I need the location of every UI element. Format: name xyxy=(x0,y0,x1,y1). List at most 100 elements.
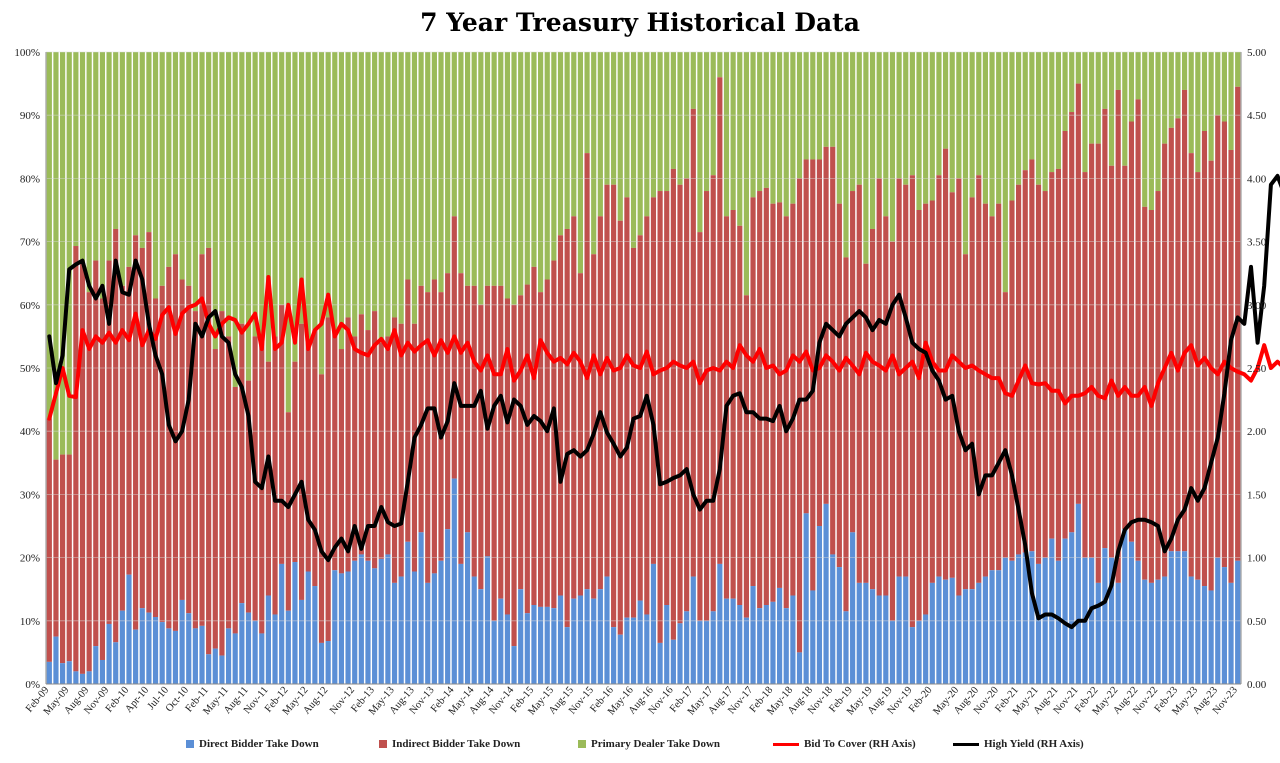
bar-indirect-bidder xyxy=(611,184,617,628)
bar-direct-bidder xyxy=(445,529,451,684)
bar-direct-bidder xyxy=(259,633,265,684)
bar-indirect-bidder xyxy=(1082,172,1088,558)
bar-indirect-bidder xyxy=(597,216,603,590)
bar-indirect-bidder xyxy=(73,246,79,672)
bar-indirect-bidder xyxy=(677,184,683,624)
bar-primary-dealer xyxy=(365,52,371,331)
bar-primary-dealer xyxy=(1016,52,1022,185)
bar-direct-bidder xyxy=(352,560,358,684)
bar-indirect-bidder xyxy=(777,202,783,588)
bar-indirect-bidder xyxy=(186,285,192,614)
bar-direct-bidder xyxy=(564,627,570,684)
bar-primary-dealer xyxy=(750,52,756,198)
bar-indirect-bidder xyxy=(697,232,703,621)
bar-indirect-bidder xyxy=(956,178,962,596)
bar-indirect-bidder xyxy=(850,191,856,533)
bar-direct-bidder xyxy=(750,586,756,684)
bar-direct-bidder xyxy=(538,606,544,684)
bar-primary-dealer xyxy=(803,52,809,160)
gridlines xyxy=(45,51,1242,685)
bar-primary-dealer xyxy=(823,52,829,147)
bar-direct-bidder xyxy=(1009,560,1015,684)
bar-direct-bidder xyxy=(518,589,524,684)
bar-primary-dealer xyxy=(113,52,119,229)
bar-indirect-bidder xyxy=(239,323,245,604)
bar-primary-dealer xyxy=(1009,52,1015,201)
bar-indirect-bidder xyxy=(312,330,318,587)
bar-primary-dealer xyxy=(783,52,789,217)
bar-primary-dealer xyxy=(531,52,537,267)
bar-direct-bidder xyxy=(1075,503,1081,684)
bar-indirect-bidder xyxy=(438,292,444,561)
bar-primary-dealer xyxy=(591,52,597,255)
bar-direct-bidder xyxy=(664,605,670,684)
bar-indirect-bidder xyxy=(836,203,842,568)
bar-indirect-bidder xyxy=(996,203,1002,571)
right-axis-tick-label: 3.00 xyxy=(1247,300,1267,312)
bar-indirect-bidder xyxy=(577,273,584,596)
bar-direct-bidder xyxy=(186,613,192,684)
bar-primary-dealer xyxy=(1188,52,1194,154)
legend-label-high-yield: High Yield (RH Axis) xyxy=(984,738,1084,750)
bar-primary-dealer xyxy=(757,52,763,192)
bar-direct-bidder xyxy=(816,526,823,684)
bar-direct-bidder xyxy=(1175,551,1181,684)
bar-indirect-bidder xyxy=(265,361,271,596)
bar-primary-dealer xyxy=(538,52,544,293)
bar-direct-bidder xyxy=(969,589,975,684)
bar-indirect-bidder xyxy=(989,216,995,571)
bar-primary-dealer xyxy=(312,52,318,331)
bar-primary-dealer xyxy=(272,52,278,337)
bar-indirect-bidder xyxy=(113,228,119,643)
bar-direct-bidder xyxy=(133,629,139,684)
bar-direct-bidder xyxy=(856,582,862,684)
bar-indirect-bidder xyxy=(511,304,517,647)
bar-primary-dealer xyxy=(106,52,112,261)
bar-indirect-bidder xyxy=(358,314,364,555)
bar-direct-bidder xyxy=(365,560,371,684)
bar-direct-bidder xyxy=(597,589,603,684)
bar-indirect-bidder xyxy=(219,311,225,656)
legend-item-high-yield: High Yield (RH Axis) xyxy=(953,738,1084,750)
bar-primary-dealer xyxy=(1089,52,1095,144)
bar-indirect-bidder xyxy=(1135,99,1141,561)
bar-primary-dealer xyxy=(942,52,949,149)
bar-direct-bidder xyxy=(571,598,577,684)
bar-primary-dealer xyxy=(597,52,603,217)
bar-direct-bidder xyxy=(398,576,404,684)
bar-primary-dealer xyxy=(73,52,79,247)
bar-indirect-bidder xyxy=(86,292,92,672)
bar-primary-dealer xyxy=(219,52,225,312)
bar-primary-dealer xyxy=(471,52,477,286)
bar-primary-dealer xyxy=(1075,52,1081,84)
bar-indirect-bidder xyxy=(192,311,198,629)
bar-indirect-bidder xyxy=(504,298,510,615)
bar-primary-dealer xyxy=(172,52,179,255)
bar-primary-dealer xyxy=(431,52,437,280)
bar-indirect-bidder xyxy=(279,304,285,564)
bar-primary-dealer xyxy=(66,52,72,455)
bar-direct-bidder xyxy=(1122,529,1128,684)
bar-direct-bidder xyxy=(783,608,789,684)
bar-primary-dealer xyxy=(458,52,464,274)
bar-direct-bidder xyxy=(159,622,165,684)
bar-indirect-bidder xyxy=(903,184,909,577)
bar-primary-dealer xyxy=(445,52,451,274)
bar-indirect-bidder xyxy=(338,349,345,574)
legend-label-primary: Primary Dealer Take Down xyxy=(591,738,721,750)
bar-direct-bidder xyxy=(923,614,929,684)
bar-direct-bidder xyxy=(703,620,710,684)
bar-primary-dealer xyxy=(372,52,378,312)
bar-primary-dealer xyxy=(1235,52,1241,87)
bar-primary-dealer xyxy=(650,52,657,198)
bar-indirect-bidder xyxy=(1075,83,1081,504)
bar-direct-bidder xyxy=(225,628,232,684)
high-yield-line xyxy=(47,173,1280,630)
bar-primary-dealer xyxy=(418,52,424,286)
chart-title: 7 Year Treasury Historical Data xyxy=(420,8,860,37)
bar-indirect-bidder xyxy=(896,178,902,577)
x-axis-tick-label: Nov-12 xyxy=(328,685,357,717)
bar-indirect-bidder xyxy=(564,228,570,628)
bar-primary-dealer xyxy=(1069,52,1075,113)
bar-indirect-bidder xyxy=(551,260,557,609)
